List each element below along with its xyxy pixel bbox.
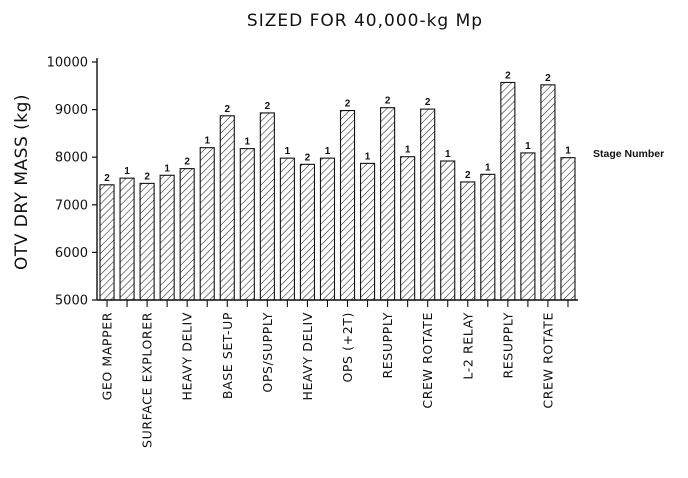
bar (259, 112, 275, 301)
axes-group: 5000 6000 7000 8000 9000 10000 (47, 56, 578, 309)
bar (339, 110, 356, 301)
x-category-label: SURFACE EXPLORER (140, 312, 155, 448)
x-category-label: BASE SET-UP (220, 312, 235, 399)
stage-number-label: 2 (465, 170, 471, 181)
stage-number-label: 2 (265, 101, 271, 112)
stage-number-label: 1 (365, 151, 371, 162)
stage-number-label: 2 (305, 152, 311, 163)
stage-number-label: 2 (345, 99, 351, 110)
x-category-label: L-2 RELAY (460, 312, 475, 380)
bar (460, 181, 476, 301)
stage-number-label: 2 (184, 157, 190, 168)
stage-number-label: 2 (104, 173, 110, 184)
stage-number-label: 1 (405, 145, 411, 156)
bar (420, 108, 436, 301)
bar (99, 184, 115, 301)
stage-number-label: 2 (425, 97, 431, 108)
bar (400, 156, 416, 301)
bar (139, 182, 155, 301)
x-category-label: CREW ROTATE (420, 312, 435, 409)
x-category-label: GEO MAPPER (100, 312, 115, 400)
bar (380, 107, 396, 301)
stage-number-label: 1 (445, 149, 451, 160)
stage-number-label: 1 (285, 146, 291, 157)
bar (319, 157, 336, 301)
stage-number-label: 1 (485, 162, 491, 173)
bar (299, 163, 316, 301)
stage-number-label: 1 (565, 146, 571, 157)
stage-number-label: 1 (164, 163, 170, 174)
bar (540, 84, 556, 301)
stage-number-label: 2 (144, 171, 150, 182)
bar (219, 115, 235, 301)
y-tick-label: 8000 (55, 151, 88, 166)
stage-number-label: 1 (245, 137, 251, 148)
stage-number-label: 2 (385, 96, 391, 107)
bar (560, 157, 576, 301)
bar (520, 152, 536, 301)
x-category-label: RESUPPLY (380, 312, 395, 378)
y-tick-label: 6000 (55, 246, 88, 261)
bar (500, 81, 516, 301)
bar (119, 177, 135, 301)
stage-number-label: 2 (545, 73, 551, 84)
x-category-label: OPS (+2T) (340, 312, 355, 383)
bar (480, 173, 496, 301)
chart-title: SIZED FOR 40,000-kg Mp (247, 11, 483, 31)
x-category-label: RESUPPLY (500, 312, 515, 378)
y-tick-label: 7000 (55, 198, 88, 213)
bar (279, 157, 295, 301)
bar (239, 148, 255, 301)
y-axis-label: OTV DRY MASS (kg) (12, 94, 32, 270)
y-tick-label: 5000 (55, 294, 88, 309)
stage-number-annotation: Stage Number (593, 148, 664, 160)
stage-number-label: 1 (124, 166, 130, 177)
bar (179, 168, 195, 301)
y-tick-label: 10000 (47, 56, 88, 71)
x-category-label: HEAVY DELIV (180, 312, 195, 401)
stage-number-label: 1 (525, 141, 531, 152)
labels-group: 2 1 2 1 2 1 2 1 2 1 2 1 2 1 2 1 2 1 2 1 2 1 2 1 GEO MAPPER SURFAC… (100, 70, 572, 448)
bar (440, 160, 456, 301)
bar (359, 162, 376, 301)
stage-number-label: 2 (505, 70, 511, 81)
bars-group (99, 81, 576, 301)
stage-number-label: 1 (204, 136, 210, 147)
stage-number-label: 2 (224, 104, 230, 115)
x-category-label: OPS/SUPPLY (260, 312, 275, 393)
stage-number-label: 1 (325, 146, 331, 157)
bar (199, 147, 215, 301)
y-tick-label: 9000 (55, 103, 88, 118)
x-category-label: HEAVY DELIV (300, 312, 315, 401)
x-category-label: CREW ROTATE (540, 312, 555, 409)
bar (159, 174, 175, 301)
